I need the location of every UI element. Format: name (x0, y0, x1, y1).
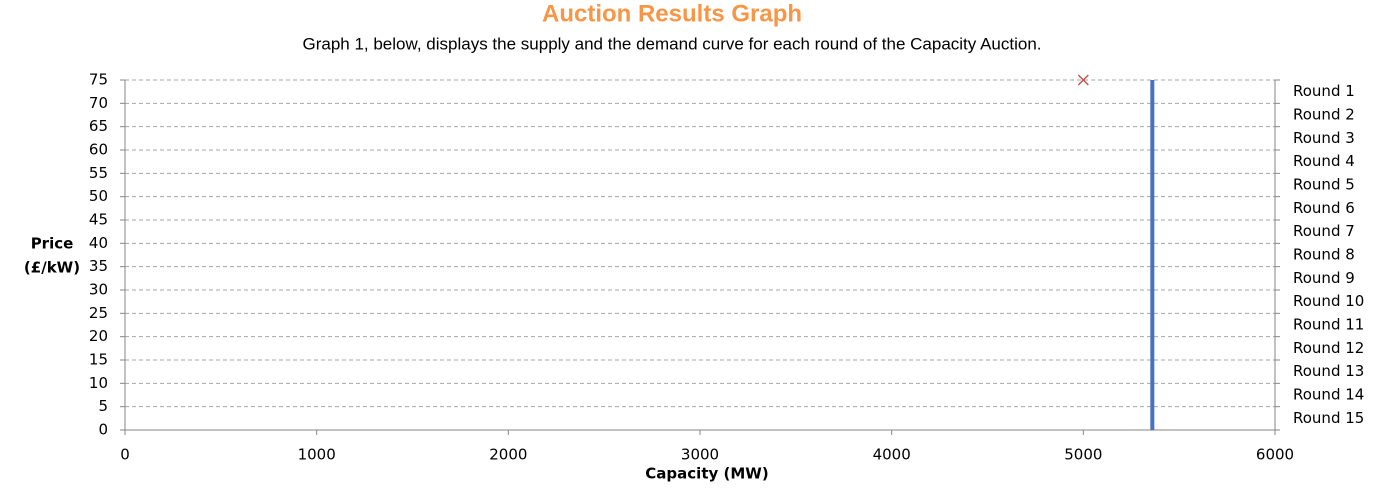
x-tick-label: 0 (120, 446, 130, 464)
x-tick-label: 3000 (681, 446, 719, 464)
chart-title: Auction Results Graph (542, 0, 802, 27)
y-tick-label: 0 (98, 421, 108, 439)
y-tick-label: 60 (89, 141, 108, 159)
y2-tick-label: Round 7 (1293, 222, 1355, 240)
x-tick-label: 4000 (873, 446, 911, 464)
y-tick-label: 65 (89, 117, 108, 135)
y2-tick-label: Round 14 (1293, 386, 1364, 404)
y-tick-label: 20 (89, 327, 108, 345)
y2-tick-label: Round 15 (1293, 409, 1364, 427)
y-tick-label: 50 (89, 187, 108, 205)
y-tick-label: 15 (89, 351, 108, 369)
y-tick-label: 5 (98, 397, 108, 415)
y2-tick-label: Round 5 (1293, 176, 1355, 194)
y2-tick-label: Round 3 (1293, 129, 1355, 147)
chart-subtitle: Graph 1, below, displays the supply and … (302, 34, 1041, 53)
y2-tick-label: Round 2 (1293, 106, 1355, 124)
y-tick-label: 75 (89, 71, 108, 89)
y-axis-label: (£/kW) (24, 259, 80, 277)
y-axis-label: Price (31, 235, 74, 253)
y2-tick-label: Round 13 (1293, 362, 1364, 380)
y2-tick-label: Round 1 (1293, 82, 1355, 100)
x-axis-label: Capacity (MW) (645, 465, 768, 483)
y-tick-label: 45 (89, 211, 108, 229)
point-marker (1077, 74, 1089, 86)
y2-tick-label: Round 10 (1293, 292, 1364, 310)
y2-tick-label: Round 9 (1293, 269, 1355, 287)
y-tick-label: 70 (89, 94, 108, 112)
x-tick-label: 6000 (1256, 446, 1294, 464)
x-tick-label: 2000 (489, 446, 527, 464)
y2-tick-label: Round 4 (1293, 152, 1355, 170)
x-tick-label: 1000 (298, 446, 336, 464)
y2-tick-label: Round 12 (1293, 339, 1364, 357)
y-tick-label: 30 (89, 281, 108, 299)
y2-tick-label: Round 11 (1293, 316, 1364, 334)
y-tick-label: 55 (89, 164, 108, 182)
y2-tick-label: Round 8 (1293, 246, 1355, 264)
y-tick-label: 25 (89, 304, 108, 322)
y-tick-label: 40 (89, 234, 108, 252)
y2-tick-label: Round 6 (1293, 199, 1355, 217)
y-tick-label: 10 (89, 374, 108, 392)
x-tick-label: 5000 (1064, 446, 1102, 464)
y-tick-label: 35 (89, 257, 108, 275)
